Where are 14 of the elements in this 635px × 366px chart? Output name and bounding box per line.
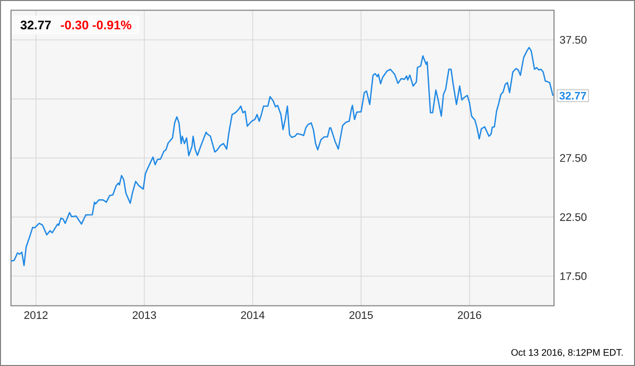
x-tick-label: 2014 <box>241 311 265 319</box>
y-tick-label: 27.50 <box>560 154 587 162</box>
x-tick-label: 2012 <box>24 311 48 319</box>
text: Oct 13 2016, 8:12PM EDT. <box>511 349 623 357</box>
x-tick-label: 2013 <box>132 311 156 319</box>
y-tick-label: 37.50 <box>560 36 587 44</box>
y-tick-label: 22.50 <box>560 213 587 221</box>
text: -0.30 -0.91% <box>60 20 132 30</box>
y-tick-label: 17.50 <box>560 272 587 280</box>
line-series <box>10 46 554 266</box>
text: 32.77 <box>20 20 51 30</box>
annotation: 32.77 <box>559 92 586 100</box>
x-tick-label: 2015 <box>349 311 373 319</box>
x-tick-label: 2016 <box>458 311 482 319</box>
